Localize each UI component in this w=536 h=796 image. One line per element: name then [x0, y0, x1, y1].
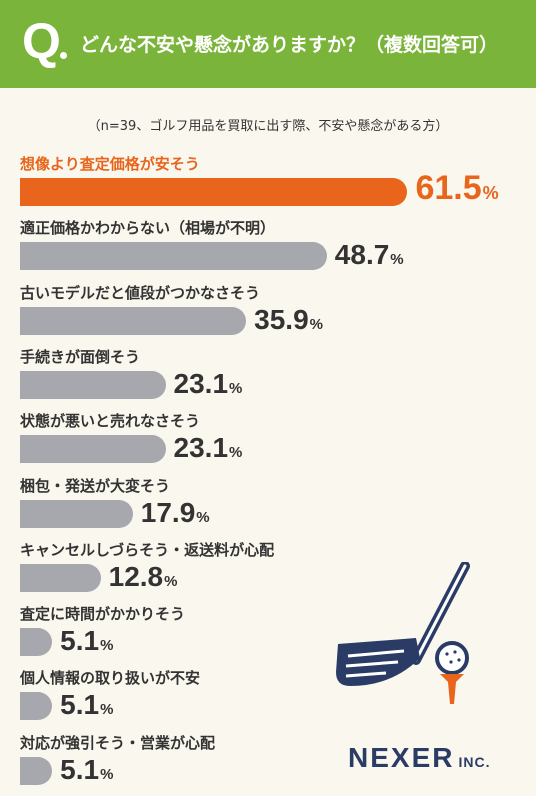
question-title: どんな不安や懸念がありますか？（複数回答可）	[80, 34, 499, 56]
chart-row: 古いモデルだと値段がつかなさそう 35.9%	[0, 282, 536, 346]
bar	[20, 756, 53, 785]
value-label: 5.1%	[60, 625, 113, 657]
value-number: 48.7	[334, 239, 390, 271]
chart-row: 手続きが面倒そう 23.1%	[0, 346, 536, 410]
golf-club-icon	[336, 562, 470, 686]
value-number: 23.1	[173, 367, 229, 399]
value-number: 12.8	[108, 560, 164, 592]
value-number: 5.1	[60, 689, 100, 721]
golf-ball-on-tee-icon	[435, 641, 469, 704]
value-unit: %	[196, 508, 210, 526]
category-label: 適正価格かわからない（相場が不明）	[20, 219, 276, 238]
value-unit: %	[229, 444, 243, 462]
bar	[20, 178, 408, 206]
value-number: 35.9	[254, 303, 309, 335]
bar	[20, 435, 166, 464]
value-label: 12.8%	[109, 561, 178, 593]
bar	[20, 242, 327, 271]
sample-note: （n=39、ゴルフ用品を買取に出す際、不安や懸念がある方）	[87, 119, 449, 134]
category-label: 想像より査定価格が安そう	[20, 155, 200, 173]
q-dot	[60, 52, 67, 59]
value-label: 61.5%	[415, 169, 498, 208]
bar	[20, 692, 53, 721]
category-label: 査定に時間がかかりそう	[20, 605, 186, 624]
value-unit: %	[100, 765, 114, 783]
chart-row: 状態が悪いと売れなさそう 23.1%	[0, 410, 536, 474]
category-label: 古いモデルだと値段がつかなさそう	[20, 283, 261, 302]
value-number: 23.1	[173, 432, 229, 464]
q-mark: Q	[22, 13, 61, 69]
value-unit: %	[229, 379, 243, 397]
value-unit: %	[390, 251, 404, 269]
value-number: 17.9	[140, 496, 196, 528]
category-label: 手続きが面倒そう	[20, 347, 141, 366]
value-unit: %	[100, 701, 114, 719]
value-label: 23.1%	[174, 368, 243, 400]
value-label: 23.1%	[174, 432, 243, 464]
chart-row: 想像より査定価格が安そう 61.5%	[0, 153, 536, 217]
category-label: 梱包・発送が大変そう	[20, 476, 171, 495]
bar	[20, 628, 53, 657]
category-label: キャンセルしづらそう・返送料が心配	[20, 540, 275, 559]
value-label: 48.7%	[335, 239, 404, 271]
logo-main: NEXER	[348, 742, 455, 773]
logo-sub: INC.	[458, 754, 491, 770]
value-unit: %	[164, 572, 178, 590]
category-label: 個人情報の取り扱いが不安	[20, 669, 201, 688]
nexer-logo: NEXER INC.	[348, 742, 490, 774]
chart-row: 査定に時間がかかりそう 5.1%	[0, 603, 536, 667]
chart-row: 適正価格かわからない（相場が不明） 48.7%	[0, 217, 536, 281]
value-unit: %	[309, 315, 323, 333]
value-label: 17.9%	[141, 497, 210, 529]
chart-row: 梱包・発送が大変そう 17.9%	[0, 475, 536, 539]
chart-row: 対応が強引そう・営業が心配 5.1%	[0, 732, 536, 796]
category-label: 状態が悪いと売れなさそう	[20, 412, 201, 431]
value-unit: %	[100, 637, 114, 655]
chart-row: 個人情報の取り扱いが不安 5.1%	[0, 667, 536, 731]
bar	[20, 499, 133, 528]
value-number: 5.1	[60, 625, 100, 657]
value-number: 5.1	[60, 753, 100, 785]
chart-row: キャンセルしづらそう・返送料が心配 12.8%	[0, 539, 536, 603]
bar	[20, 306, 247, 335]
value-label: 5.1%	[60, 689, 113, 721]
value-label: 5.1%	[60, 754, 113, 786]
bar	[20, 370, 166, 399]
value-number: 61.5	[415, 169, 482, 207]
category-label: 対応が強引そう・営業が心配	[20, 733, 216, 752]
value-unit: %	[482, 183, 499, 203]
value-label: 35.9%	[254, 304, 323, 336]
bar	[20, 563, 101, 592]
header-banner: Q どんな不安や懸念がありますか？（複数回答可）	[0, 0, 536, 88]
